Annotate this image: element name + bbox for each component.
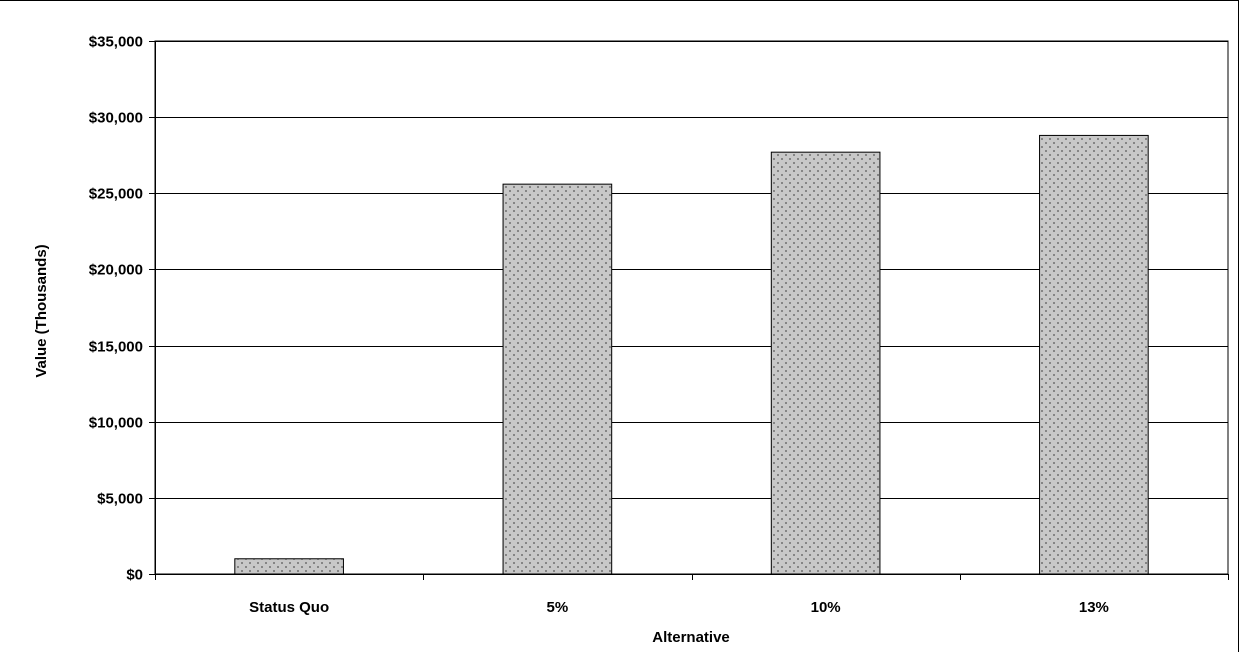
y-tick-label: $30,000 [89,110,143,127]
x-tick-label: 5% [547,599,569,616]
x-axis-title: Alternative [652,629,730,646]
x-tick-label: Status Quo [249,599,329,616]
bars [234,134,1149,575]
y-tick-label: $20,000 [89,262,143,279]
y-tick-label: $10,000 [89,415,143,432]
x-tick-label: 13% [1079,599,1109,616]
bar-1 [234,558,344,575]
y-tick-label: $15,000 [89,339,143,356]
x-tick-label: 10% [811,599,841,616]
y-tick-label: $35,000 [89,34,143,51]
bar-4 [1039,134,1149,575]
y-tick-label: $25,000 [89,186,143,203]
y-axis-title: Value (Thousands) [33,244,50,377]
axes [149,41,1229,580]
bar-2 [502,183,613,575]
y-tick-labels: $0 $5,000 $10,000 $15,000 $20,000 $25,000 $30,… [89,34,143,584]
bar-3 [770,151,881,575]
x-tick-labels: Status Quo 5% 10% 13% [249,599,1109,616]
y-tick-label: $0 [126,567,143,584]
y-tick-label: $5,000 [97,491,143,508]
